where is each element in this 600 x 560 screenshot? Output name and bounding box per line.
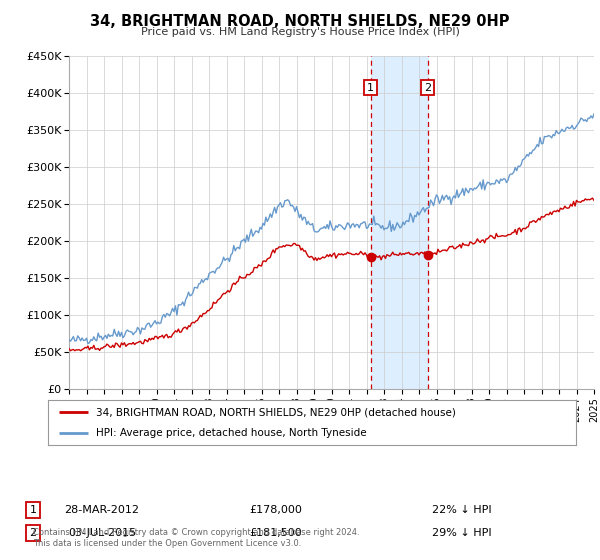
Text: 2: 2 [29,528,37,538]
Text: 28-MAR-2012: 28-MAR-2012 [65,505,139,515]
Text: £178,000: £178,000 [250,505,302,515]
Text: Contains HM Land Registry data © Crown copyright and database right 2024.
This d: Contains HM Land Registry data © Crown c… [33,528,359,548]
Bar [371,56,428,389]
Text: 34, BRIGHTMAN ROAD, NORTH SHIELDS, NE29 0HP: 34, BRIGHTMAN ROAD, NORTH SHIELDS, NE29 … [90,14,510,29]
Text: Price paid vs. HM Land Registry's House Price Index (HPI): Price paid vs. HM Land Registry's House … [140,27,460,37]
Text: 34, BRIGHTMAN ROAD, NORTH SHIELDS, NE29 0HP (detached house): 34, BRIGHTMAN ROAD, NORTH SHIELDS, NE29 … [95,408,455,418]
Text: £181,500: £181,500 [250,528,302,538]
Text: 29% ↓ HPI: 29% ↓ HPI [432,528,491,538]
Text: HPI: Average price, detached house, North Tyneside: HPI: Average price, detached house, Nort… [95,428,366,438]
Text: 03-JUL-2015: 03-JUL-2015 [68,528,136,538]
Text: 22% ↓ HPI: 22% ↓ HPI [432,505,491,515]
Text: 1: 1 [29,505,37,515]
Text: 2: 2 [424,83,431,92]
Text: 1: 1 [367,83,374,92]
